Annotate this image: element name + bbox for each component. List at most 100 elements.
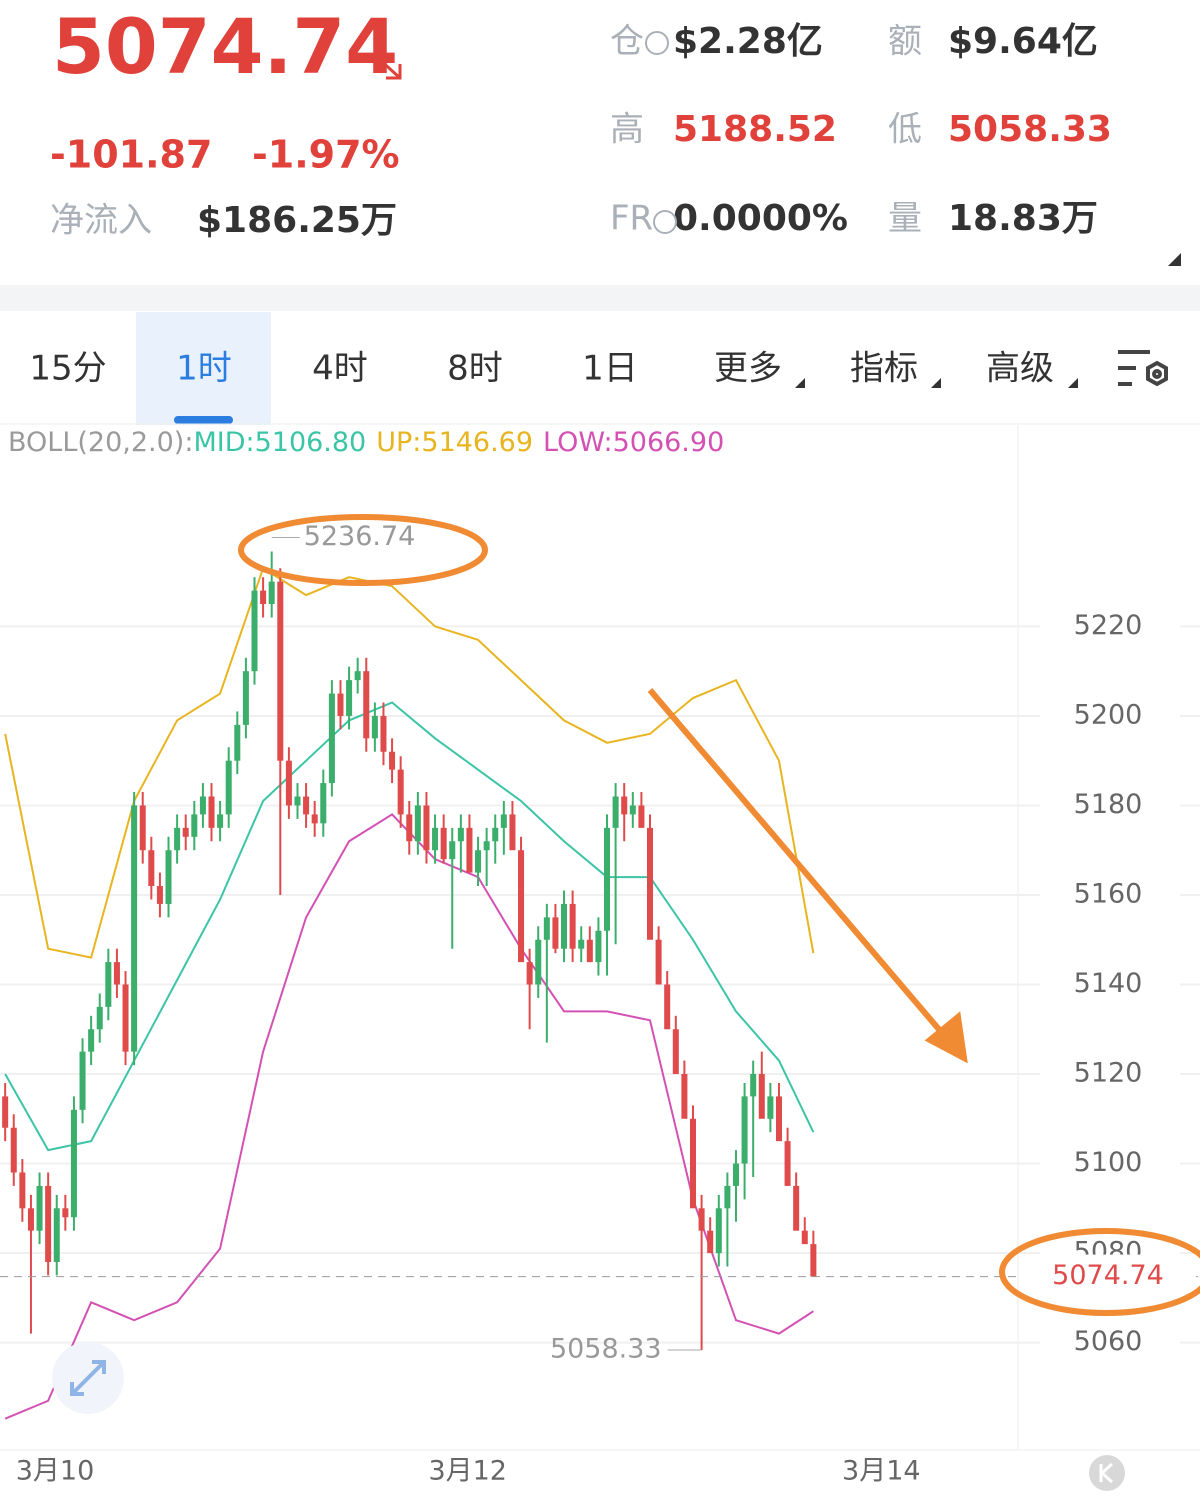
candle-body xyxy=(449,841,456,860)
candle-body xyxy=(621,796,628,815)
net-inflow-label: 净流入 xyxy=(50,201,152,241)
boll-line xyxy=(4,701,815,1152)
candle-body xyxy=(509,814,516,851)
candle-body xyxy=(131,805,138,1052)
y-tick-bg xyxy=(1040,1143,1180,1184)
expand-toggle[interactable] xyxy=(1168,253,1181,266)
y-tick-label: 5220 xyxy=(1074,610,1143,641)
candle-body xyxy=(337,693,344,716)
candle-body xyxy=(526,962,533,985)
candle-body xyxy=(561,903,568,949)
stat-value: $9.64亿 xyxy=(948,21,1098,62)
highlight-ellipse xyxy=(238,514,488,586)
candle-body xyxy=(604,827,611,931)
candle-body xyxy=(199,796,206,815)
stat-value: 5188.52 xyxy=(673,109,837,150)
y-tick-label: 5200 xyxy=(1074,699,1143,730)
candle-body xyxy=(27,1208,34,1231)
tab-selected-bg xyxy=(136,312,271,425)
last-price-label: 5074.74 xyxy=(1052,1260,1164,1291)
candle-body xyxy=(139,805,146,851)
tab[interactable]: 4时 xyxy=(312,349,368,389)
candle-body xyxy=(2,1096,9,1128)
candle-body xyxy=(70,1109,77,1218)
candle-body xyxy=(148,850,155,887)
candle-body xyxy=(715,1208,722,1254)
tab[interactable]: 更多 xyxy=(714,349,782,389)
candle-body xyxy=(689,1118,697,1209)
candle-body xyxy=(758,1074,765,1119)
info-icon[interactable] xyxy=(645,31,669,55)
k-button[interactable] xyxy=(1089,1455,1125,1491)
candle-body xyxy=(492,827,499,842)
tab[interactable]: 高级 xyxy=(986,349,1054,389)
candle-body xyxy=(217,814,224,828)
candle-body xyxy=(79,1051,86,1110)
candle-body xyxy=(96,1006,103,1030)
boll-line xyxy=(4,566,815,959)
change: -101.87 xyxy=(50,133,212,177)
y-tick-bg xyxy=(1040,964,1180,1005)
tab[interactable]: 15分 xyxy=(29,349,106,389)
candle-body xyxy=(681,1074,688,1119)
candle-body xyxy=(741,1096,748,1164)
candle-body xyxy=(174,827,181,851)
fullscreen-icon xyxy=(70,1360,106,1396)
y-tick-label: 5100 xyxy=(1074,1147,1143,1178)
candle-body xyxy=(475,850,482,873)
tab-underline xyxy=(174,416,233,424)
settings-icon[interactable] xyxy=(1118,350,1168,387)
candle-body xyxy=(724,1185,731,1209)
y-tick-label: 5160 xyxy=(1074,878,1143,909)
y-tick-bg xyxy=(1040,606,1180,647)
candle-body xyxy=(19,1172,26,1209)
tab[interactable]: 8时 xyxy=(447,349,503,389)
candle-body xyxy=(346,680,353,716)
candle-body xyxy=(363,671,370,739)
candle-body xyxy=(242,671,249,725)
tab[interactable]: 1时 xyxy=(176,349,232,389)
candle-body xyxy=(53,1208,60,1263)
candle-body xyxy=(62,1208,69,1218)
candle-body xyxy=(569,903,576,949)
candle-body xyxy=(483,841,490,851)
stat-value: 18.83万 xyxy=(948,198,1098,239)
candle-body xyxy=(277,581,284,761)
legend-item: MID:5106.80 xyxy=(193,427,366,458)
chart: BOLL(20,2.0):MID:5106.80 UP:5146.69 LOW:50… xyxy=(0,425,1200,1487)
legend-item: UP:5146.69 xyxy=(376,427,533,458)
candle-body xyxy=(88,1029,95,1052)
candle-body xyxy=(595,930,602,963)
tab[interactable]: 1日 xyxy=(582,349,638,389)
tab[interactable]: 指标 xyxy=(850,349,918,389)
dropdown-marks xyxy=(795,378,1078,388)
candle-body xyxy=(105,962,112,1007)
candle-body xyxy=(423,805,430,851)
info-icon[interactable] xyxy=(653,210,677,234)
legend-item: LOW:5066.90 xyxy=(543,427,724,458)
candle-body xyxy=(732,1163,739,1186)
price: 5074.74 xyxy=(52,2,398,91)
y-tick-label: 5120 xyxy=(1074,1058,1143,1089)
candle-body xyxy=(113,962,120,985)
candle-body xyxy=(543,917,550,940)
candle-body xyxy=(251,590,258,672)
candle-body xyxy=(440,827,447,860)
candle-body xyxy=(354,671,361,681)
y-tick-bg xyxy=(1040,695,1180,736)
candle-body xyxy=(414,805,421,842)
candle-body xyxy=(586,939,593,963)
candle-body xyxy=(612,796,619,828)
candle-body xyxy=(552,917,559,949)
candle-body xyxy=(260,590,267,605)
candle-body xyxy=(646,827,654,940)
candle-body xyxy=(397,769,404,815)
candle-body xyxy=(122,984,129,1052)
x-tick-label: 3月10 xyxy=(16,1456,95,1487)
candle-body xyxy=(629,805,636,815)
y-tick-label: 5140 xyxy=(1074,968,1143,999)
y-tick-bg xyxy=(1040,874,1180,915)
highlight-ellipse xyxy=(999,1228,1200,1316)
candle-body xyxy=(328,693,335,784)
